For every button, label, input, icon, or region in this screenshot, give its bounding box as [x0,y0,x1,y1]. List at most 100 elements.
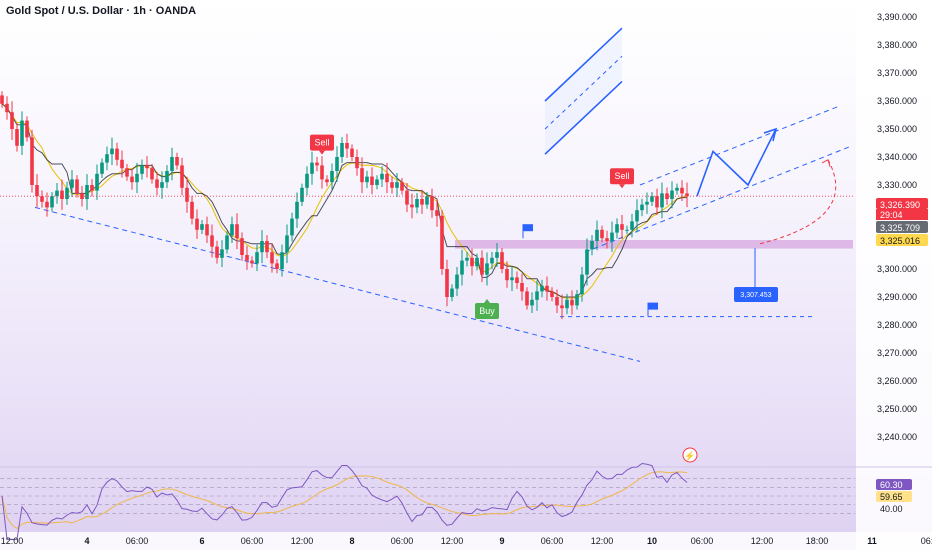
candle-body[interactable] [630,221,634,230]
candle-body[interactable] [640,204,644,211]
candle-body[interactable] [525,291,529,306]
candle-body[interactable] [410,204,414,208]
candle-body[interactable] [190,201,194,219]
candle-body[interactable] [300,187,304,202]
candle-body[interactable] [680,187,684,194]
candle-body[interactable] [175,157,179,166]
candle-body[interactable] [675,187,679,191]
candle-body[interactable] [15,129,19,146]
candle-body[interactable] [585,249,589,275]
candle-body[interactable] [655,196,659,208]
candle-body[interactable] [290,218,294,236]
candle-body[interactable] [170,157,174,171]
candle-body[interactable] [645,201,649,205]
candle-body[interactable] [85,185,89,199]
candle-body[interactable] [125,168,129,177]
candle-body[interactable] [280,252,284,269]
candle-body[interactable] [350,148,354,157]
candle-body[interactable] [620,224,624,230]
candle-body[interactable] [150,168,154,180]
lightning-icon[interactable] [682,447,698,463]
candle-body[interactable] [240,238,244,255]
candle-body[interactable] [635,210,639,222]
candle-body[interactable] [510,277,514,281]
candle-body[interactable] [435,210,439,216]
candle-body[interactable] [390,182,394,188]
candle-body[interactable] [90,185,94,191]
candle-body[interactable] [255,252,259,264]
candle-body[interactable] [140,165,144,174]
candle-body[interactable] [455,274,459,289]
candle-body[interactable] [470,257,474,267]
candle-body[interactable] [25,120,29,138]
candle-body[interactable] [155,179,159,188]
candle-body[interactable] [615,224,619,233]
candle-body[interactable] [460,260,464,275]
candle-body[interactable] [110,148,114,155]
candle-body[interactable] [650,196,654,202]
candle-body[interactable] [515,277,519,283]
candle-body[interactable] [550,291,554,297]
candle-body[interactable] [145,165,149,169]
candle-body[interactable] [520,283,524,292]
candle-body[interactable] [625,229,629,231]
candle-body[interactable] [0,95,4,104]
candle-body[interactable] [275,263,279,269]
candle-body[interactable] [345,143,349,149]
candle-body[interactable] [130,176,134,183]
candle-body[interactable] [590,241,594,250]
candle-body[interactable] [375,179,379,185]
candle-body[interactable] [55,190,59,197]
candle-body[interactable] [60,190,64,199]
candle-body[interactable] [395,182,399,188]
candle-body[interactable] [440,215,444,269]
candle-body[interactable] [530,299,534,306]
candle-body[interactable] [450,288,454,297]
candle-body[interactable] [595,229,599,241]
candle-body[interactable] [485,263,489,275]
candle-body[interactable] [360,168,364,183]
candle-body[interactable] [610,232,614,241]
candle-body[interactable] [250,260,254,264]
candle-body[interactable] [580,274,584,295]
candle-body[interactable] [220,249,224,258]
candle-body[interactable] [340,143,344,157]
candle-body[interactable] [95,173,99,191]
candle-body[interactable] [75,179,79,194]
candle-body[interactable] [305,173,309,188]
candle-body[interactable] [245,255,249,261]
candle-body[interactable] [380,173,384,180]
candle-body[interactable] [200,224,204,230]
candle-body[interactable] [265,241,269,253]
candle-body[interactable] [115,148,119,160]
candle-body[interactable] [405,190,409,205]
candle-body[interactable] [5,103,9,113]
candle-body[interactable] [400,182,404,191]
candle-body[interactable] [565,299,569,309]
candle-body[interactable] [365,176,369,183]
candle-body[interactable] [105,154,109,163]
candle-body[interactable] [270,252,274,264]
candle-body[interactable] [205,224,209,236]
candle-body[interactable] [195,218,199,230]
candle-body[interactable] [20,120,24,146]
candle-body[interactable] [135,173,139,183]
candle-body[interactable] [120,159,124,169]
candle-body[interactable] [50,196,54,208]
candle-body[interactable] [555,297,559,306]
candle-body[interactable] [420,199,424,205]
candle-body[interactable] [35,185,39,197]
target-callout[interactable] [734,287,778,302]
candle-body[interactable] [320,165,324,180]
candle-body[interactable] [430,196,434,211]
candle-body[interactable] [605,238,609,241]
candle-body[interactable] [540,285,544,292]
candle-body[interactable] [45,201,49,208]
candle-body[interactable] [160,182,164,188]
candle-body[interactable] [660,193,664,208]
candle-body[interactable] [545,285,549,292]
candle-body[interactable] [685,193,689,197]
candle-body[interactable] [285,235,289,253]
candle-body[interactable] [165,171,169,183]
